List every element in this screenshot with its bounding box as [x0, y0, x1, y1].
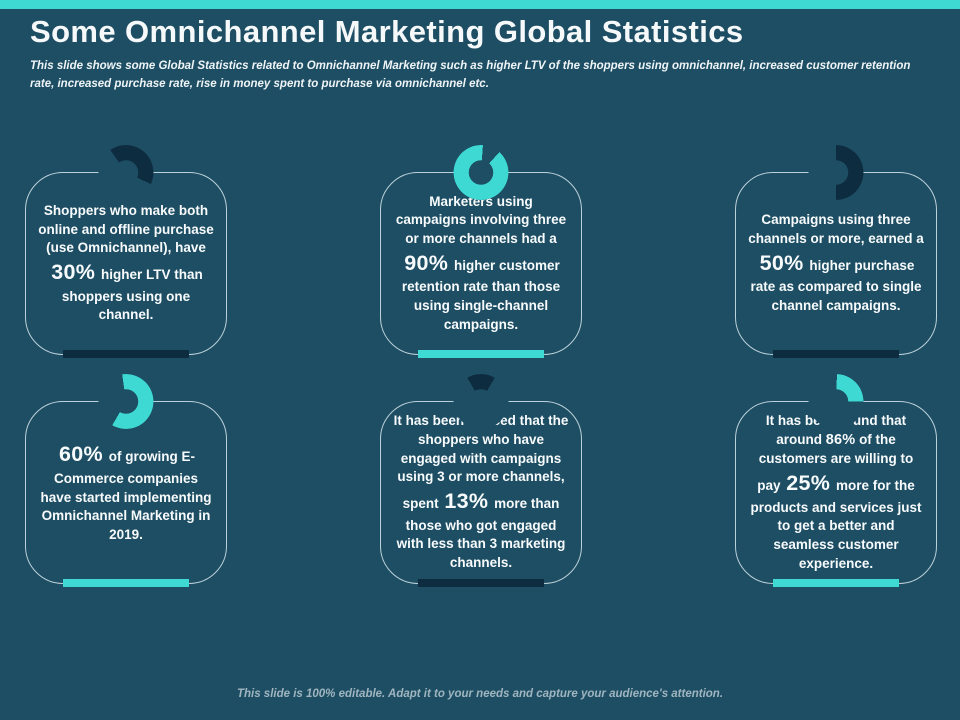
stat-percent: 60%: [59, 442, 103, 467]
donut-chart-icon: [453, 145, 509, 200]
card-bottom-bar: [63, 350, 189, 358]
stat-card-customer-retention: Marketers using campaigns involving thre…: [380, 145, 582, 358]
stat-card-text: 60% of growing E-Commerce companies have…: [38, 440, 214, 544]
stat-card-text: Shoppers who make both online and offlin…: [38, 202, 214, 325]
donut-chart-icon: [808, 145, 864, 200]
stat-card-ecommerce-adoption: 60% of growing E-Commerce companies have…: [25, 374, 227, 587]
stat-text: Shoppers who make both online and offlin…: [38, 203, 214, 256]
stat-text: of the customers are willing to pay: [757, 432, 914, 494]
stat-card-higher-ltv: Shoppers who make both online and offlin…: [25, 145, 227, 358]
stat-card-text: Campaigns using three channels or more, …: [748, 211, 924, 315]
card-bottom-bar: [418, 579, 544, 587]
footer-note: This slide is 100% editable. Adapt it to…: [236, 688, 724, 700]
stat-text: more for the products and services just …: [750, 478, 922, 571]
card-bottom-bar: [418, 350, 544, 358]
page-title: Some Omnichannel Marketing Global Statis…: [30, 14, 744, 49]
stat-text: higher LTV than shoppers using one chann…: [61, 266, 203, 323]
stat-card-spend-increase: It has been noticed that the shoppers wh…: [380, 374, 582, 587]
stat-card-purchase-rate: Campaigns using three channels or more, …: [735, 145, 937, 358]
stat-percent: 50%: [759, 250, 804, 275]
slide-subtitle: This slide shows some Global Statistics …: [30, 60, 911, 90]
stat-percent: 25%: [786, 471, 831, 496]
top-accent-bar: [0, 0, 960, 9]
card-bottom-bar: [773, 350, 899, 358]
stat-percent: 86%: [825, 432, 856, 449]
donut-chart-icon: [98, 374, 154, 429]
stat-percent: 30%: [51, 259, 96, 284]
stat-percent: 90%: [404, 250, 449, 275]
stat-text: Campaigns using three channels or more, …: [748, 212, 924, 247]
donut-chart-icon: [453, 374, 509, 429]
donut-ring-segment: [453, 374, 509, 429]
stat-text: Marketers using campaigns involving thre…: [395, 193, 567, 247]
donut-chart-icon: [808, 374, 864, 429]
stat-card-text: It has been noticed that the shoppers wh…: [393, 412, 569, 572]
stat-card-text: It has been found that around 86% of the…: [748, 412, 924, 573]
donut-chart-icon: [98, 145, 154, 200]
stat-card-willing-to-pay-more: It has been found that around 86% of the…: [735, 374, 937, 587]
donut-ring-segment: [98, 374, 154, 429]
stat-text: higher customer retention rate than thos…: [401, 257, 561, 332]
stat-percent: 13%: [444, 488, 489, 513]
stat-cards-grid: Shoppers who make both online and offlin…: [25, 145, 937, 587]
donut-ring-segment: [453, 145, 509, 200]
donut-ring-segment: [98, 145, 154, 200]
card-bottom-bar: [773, 579, 899, 587]
stat-card-text: Marketers using campaigns involving thre…: [393, 193, 569, 334]
stat-text: higher purchase rate as compared to sing…: [750, 257, 922, 313]
card-bottom-bar: [63, 579, 189, 587]
donut-ring-segment: [808, 145, 864, 200]
stat-text: more than those who got engaged with les…: [396, 495, 566, 570]
stat-text: of growing E-Commerce companies have sta…: [40, 449, 212, 542]
donut-ring-segment: [808, 374, 864, 429]
